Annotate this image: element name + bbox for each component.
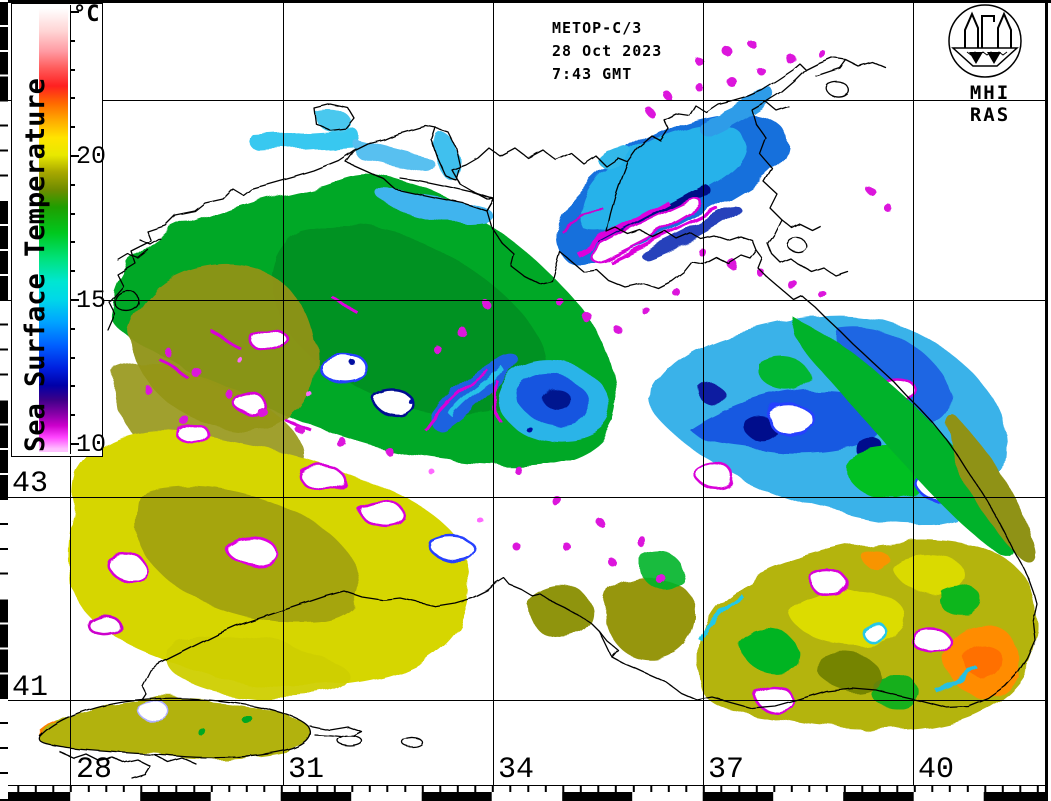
colorbar-title: Sea Surface Temperature (20, 78, 51, 452)
colorbar-tick-17 (70, 241, 75, 244)
sst-field (39, 88, 1036, 758)
sst-colorbar: 10 15 20 °C Sea Surface Temperature (11, 2, 106, 459)
colorbar-tick-15 (70, 299, 79, 301)
longitude-label-28: 28 (76, 753, 113, 787)
colorbar-tick-22 (70, 97, 75, 100)
colorbar-tick-18 (70, 212, 75, 215)
colorbar-tick-10 (70, 443, 79, 445)
latitude-ruler (0, 0, 8, 801)
latitude-label-41: 41 (12, 671, 49, 705)
colorbar-unit-label: °C (73, 2, 100, 27)
longitude-label-34: 34 (498, 753, 535, 787)
cloud-edge-speckles (144, 40, 894, 583)
acquisition-date: 28 Oct 2023 (552, 42, 663, 60)
mhi-ras-logo: MHI RAS (944, 2, 1036, 126)
logo-label: MHI RAS (969, 82, 1011, 126)
mhi-ras-emblem-icon (948, 4, 1022, 78)
colorbar-tick-23 (70, 68, 75, 71)
colorbar-tick-21 (70, 126, 75, 129)
longitude-ruler-blocks (8, 792, 1045, 801)
longitude-label-40: 40 (918, 753, 955, 787)
latitude-label-43: 43 (12, 467, 49, 501)
map-frame-top (0, 0, 1051, 3)
map-frame-right (1045, 0, 1048, 801)
colorbar-tick-16 (70, 270, 75, 273)
longitude-label-31: 31 (288, 753, 325, 787)
colorbar-tick-label-20: 20 (76, 142, 107, 171)
coastlines (38, 57, 1038, 779)
colorbar-tick-14 (70, 327, 75, 330)
colorbar-tick-11 (70, 414, 75, 417)
colorbar-tick-label-10: 10 (76, 430, 107, 459)
colorbar-tick-19 (70, 183, 75, 186)
colorbar-tick-20 (70, 155, 79, 157)
colorbar-axis (70, 5, 71, 454)
colorbar-tick-12 (70, 385, 75, 388)
colorbar-tick-13 (70, 356, 75, 359)
acquisition-time: 7:43 GMT (552, 65, 633, 83)
longitude-label-37: 37 (708, 753, 745, 787)
colorbar-tick-24 (70, 39, 75, 42)
colorbar-tick-25 (70, 11, 79, 13)
latitude-ruler-ticks (0, 0, 8, 801)
colorbar-tick-label-15: 15 (76, 286, 107, 315)
colorbar-gradient (39, 5, 68, 452)
satellite-name: METOP-C/3 (552, 19, 643, 37)
image-header: METOP-C/3 28 Oct 2023 7:43 GMT (552, 17, 662, 86)
longitude-ruler-ticks (8, 785, 1045, 792)
